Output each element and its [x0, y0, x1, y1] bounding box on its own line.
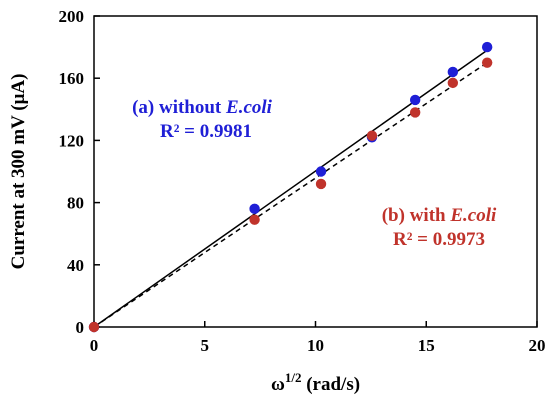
fit-lines [93, 49, 488, 328]
annotation-with-ecoli: (b) with E.coli R² = 0.9973 [382, 205, 497, 250]
point-without-ecoli [409, 94, 421, 106]
point-with-ecoli [447, 77, 459, 89]
annotation-b-r2: R² = 0.9973 [393, 229, 485, 250]
x-axis-title-rest: (rad/s) [301, 374, 360, 395]
y-tick-label: 120 [59, 131, 85, 150]
point-with-ecoli [249, 214, 260, 225]
point-with-ecoli [481, 57, 493, 68]
point-without-ecoli [481, 41, 493, 53]
point-with-ecoli [315, 178, 327, 190]
y-tick-label: 0 [76, 318, 85, 337]
y-tick-label: 160 [59, 69, 85, 88]
y-axis-title: Current at 300 mV (μA) [8, 74, 29, 270]
x-axis-title: ω1/2 (rad/s) [271, 370, 360, 395]
point-without-ecoli [315, 166, 327, 177]
y-tick-label: 200 [59, 7, 85, 26]
x-axis: 0 5 10 15 20 [90, 321, 546, 355]
y-tick-label: 40 [67, 256, 84, 275]
fit-line-with-ecoli [93, 62, 488, 328]
data-points [88, 41, 493, 333]
annotation-b-label: (b) with E.coli [382, 205, 497, 226]
y-axis: 0 40 80 120 160 200 [59, 7, 100, 337]
y-tick-label: 80 [67, 194, 84, 213]
annotation-a-r2: R² = 0.9981 [160, 121, 252, 142]
annotation-a-label: (a) without E.coli [132, 97, 273, 118]
point-with-ecoli [88, 321, 100, 333]
annotation-b-italic: E.coli [449, 205, 497, 226]
point-without-ecoli [249, 203, 260, 215]
x-tick-label: 10 [307, 336, 324, 355]
annotation-b-prefix: (b) with [382, 205, 451, 226]
x-axis-title-sup: 1/2 [285, 370, 302, 385]
x-tick-label: 5 [201, 336, 210, 355]
x-tick-label: 0 [90, 336, 99, 355]
x-axis-title-base: ω [271, 374, 285, 395]
annotation-without-ecoli: (a) without E.coli R² = 0.9981 [132, 97, 273, 142]
point-with-ecoli [366, 130, 378, 141]
fit-line-without-ecoli [93, 49, 488, 328]
x-tick-label: 20 [529, 336, 546, 355]
point-without-ecoli [447, 66, 459, 78]
annotation-a-italic: E.coli [225, 97, 273, 118]
x-tick-label: 15 [418, 336, 435, 355]
point-with-ecoli [409, 107, 421, 118]
annotation-a-prefix: (a) without [132, 97, 226, 118]
